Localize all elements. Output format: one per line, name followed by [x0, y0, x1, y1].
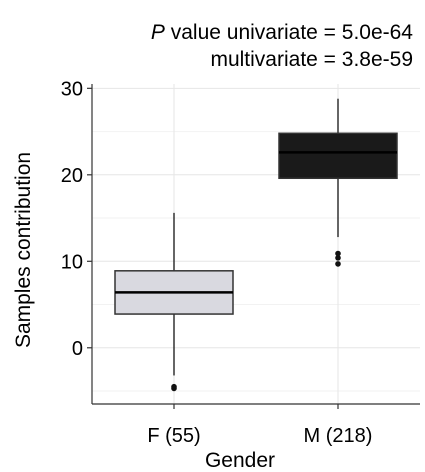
outlier-point [171, 385, 177, 392]
y-tick-label: 10 [61, 251, 83, 273]
box-body [278, 132, 398, 180]
chart-title-line1: P value univariate = 5.0e-64 [151, 21, 413, 44]
x-tick-label: F (55) [147, 425, 200, 447]
title-italic-p: P [151, 21, 165, 44]
outlier-point [335, 255, 341, 261]
outlier-point [335, 261, 341, 267]
grid-lines [92, 84, 420, 404]
x-axis-title: Gender [205, 449, 275, 472]
boxes [114, 98, 398, 392]
y-tick-label: 0 [72, 338, 83, 360]
box-f [114, 212, 234, 392]
y-tick-label: 30 [61, 78, 83, 100]
title-line1-rest: value univariate = 5.0e-64 [165, 21, 413, 44]
axis-lines [87, 84, 420, 409]
y-tick-label: 20 [61, 165, 83, 187]
box-m [278, 98, 398, 267]
tick-labels: 0 10 20 30 F (55) M (218) [61, 78, 373, 447]
x-tick-label: M (218) [304, 425, 373, 447]
outlier-point [335, 250, 341, 257]
chart-title-line2: multivariate = 3.8e-59 [210, 48, 413, 71]
y-axis-title: Samples contribution [12, 152, 35, 348]
